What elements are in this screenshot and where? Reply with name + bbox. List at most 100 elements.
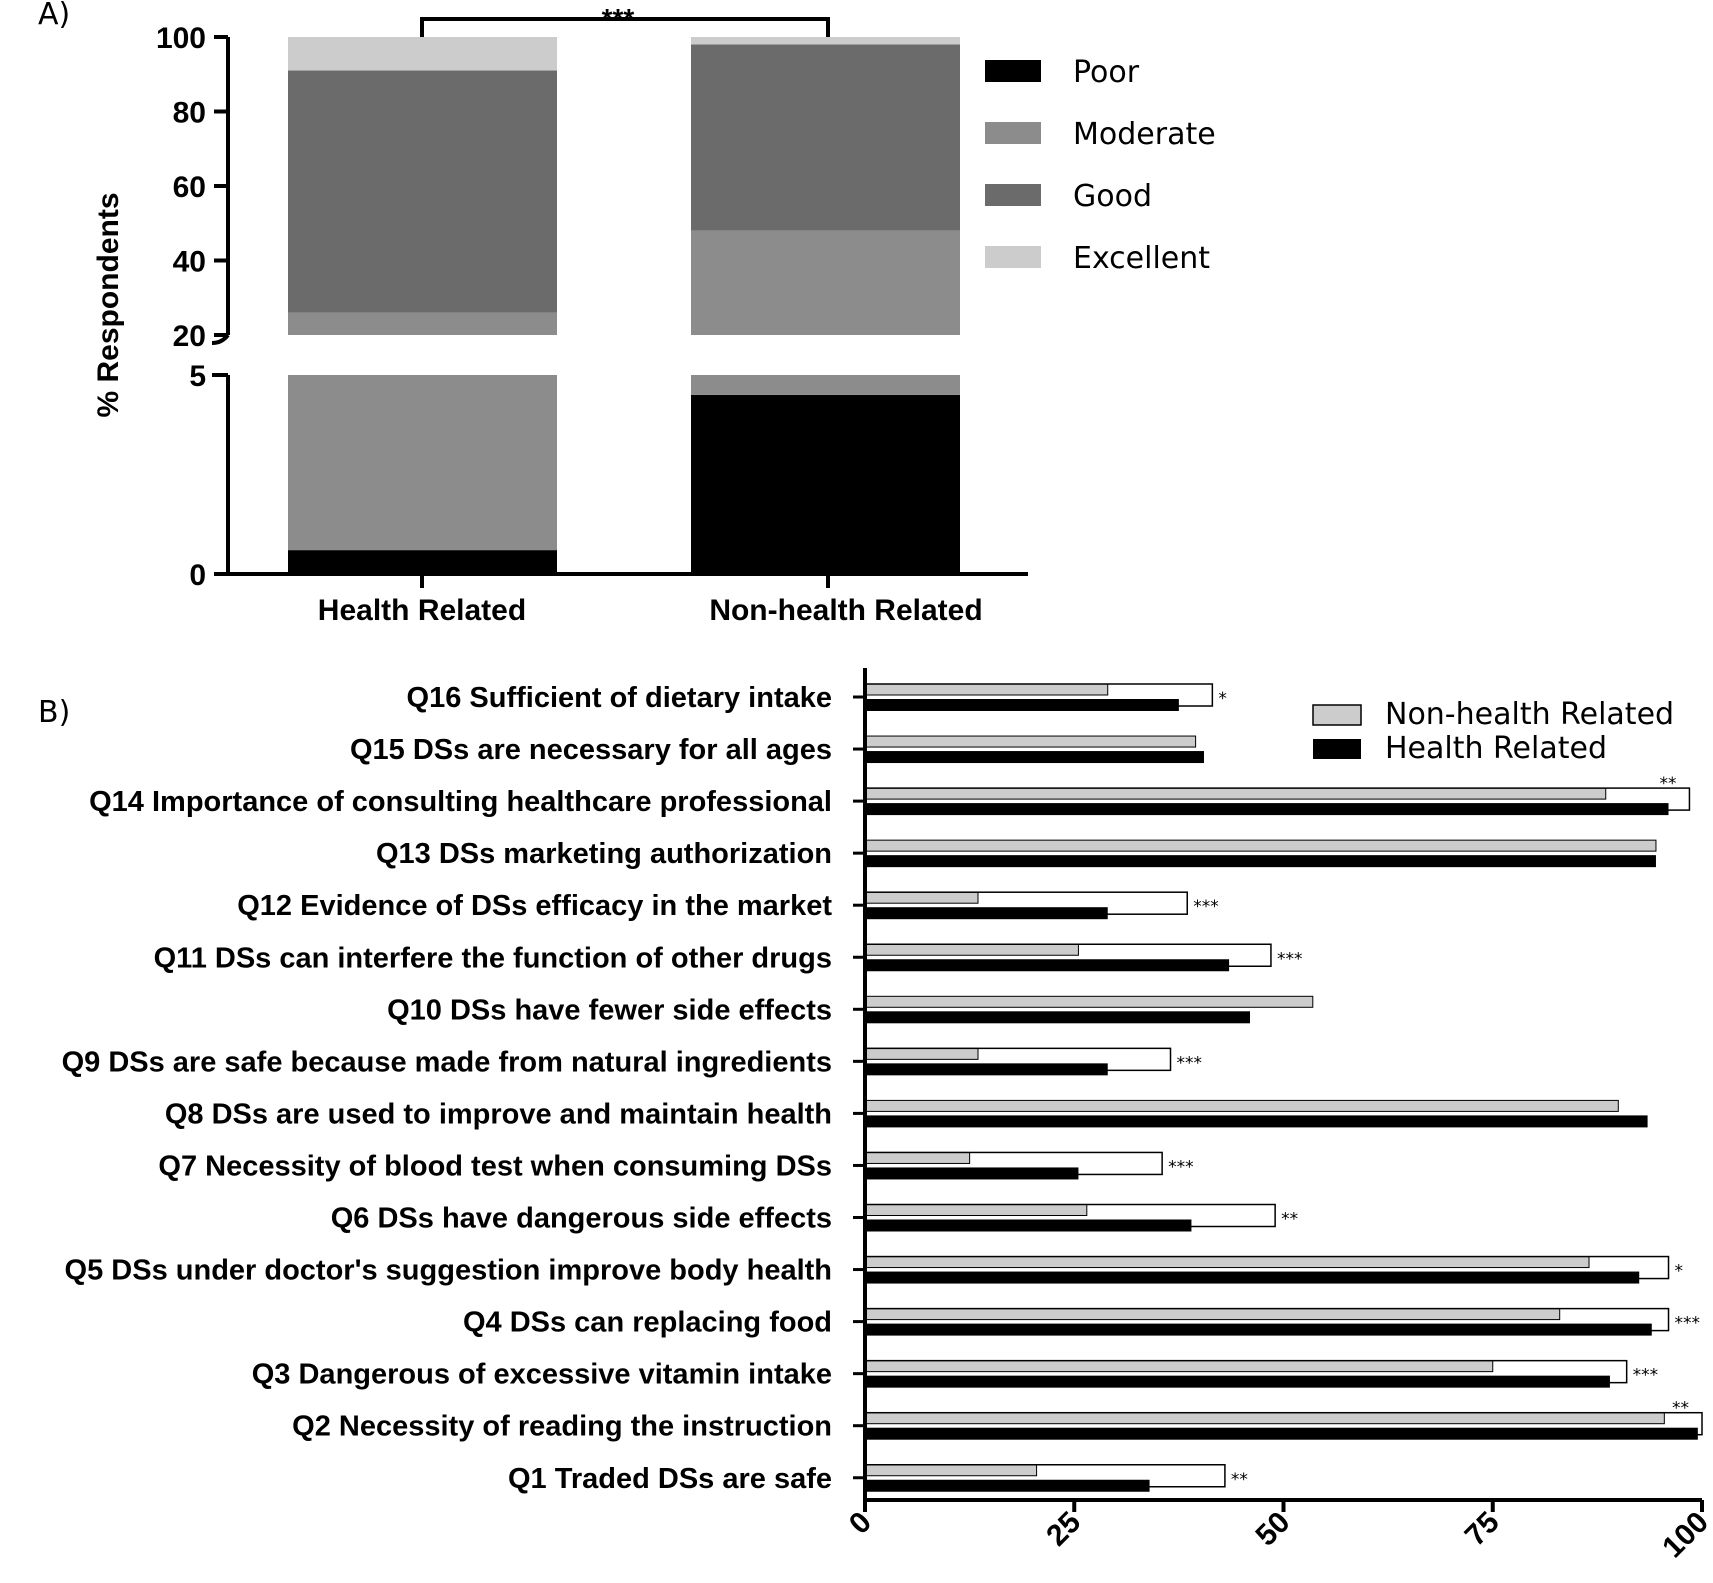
panel-a-chart: 20 40 60 80 100 0 5 % Respondents Health Relat… xyxy=(92,3,1216,627)
bar-health-related xyxy=(865,1427,1698,1440)
bar-health-related xyxy=(865,699,1179,711)
bar-non-health-related xyxy=(864,839,1657,852)
significance-marker: * xyxy=(1675,1262,1684,1282)
panel-a-letter: A) xyxy=(38,0,70,32)
question-label: Q2 Necessity of reading the instruction xyxy=(292,1411,832,1443)
bar-segment-moderate xyxy=(691,230,960,335)
bar-segment-moderate xyxy=(288,312,557,335)
significance-marker: *** xyxy=(1277,949,1303,969)
legend-swatch-moderate xyxy=(985,122,1041,144)
x-tick-label: 0 xyxy=(843,1506,878,1541)
legend-swatch-excellent xyxy=(985,246,1041,268)
question-label: Q1 Traded DSs are safe xyxy=(508,1463,832,1495)
y-tick-label: 100 xyxy=(156,22,206,55)
bar-non-health-related xyxy=(864,735,1197,748)
bar-health-related xyxy=(865,907,1108,920)
legend-swatch-health-related xyxy=(1313,739,1361,759)
question-label: Q5 DSs under doctor's suggestion improve… xyxy=(65,1255,832,1287)
legend-label: Good xyxy=(1073,179,1152,214)
question-label: Q12 Evidence of DSs efficacy in the mark… xyxy=(237,890,832,922)
bar-health-related xyxy=(865,1167,1079,1180)
significance-marker: * xyxy=(1218,689,1227,709)
significance-marker: ** xyxy=(1659,774,1676,794)
bar-health-related xyxy=(865,1479,1150,1492)
question-label: Q14 Importance of consulting healthcare … xyxy=(89,786,832,818)
x-tick-label: 25 xyxy=(1040,1506,1087,1553)
bar-segment-good xyxy=(288,70,557,313)
bar-health-related xyxy=(865,855,1656,868)
y-tick-label: 5 xyxy=(189,360,206,393)
x-tick-label: 100 xyxy=(1656,1506,1713,1565)
question-label: Q8 DSs are used to improve and maintain … xyxy=(165,1098,832,1130)
y-tick-label: 60 xyxy=(173,171,206,204)
y-tick-label: 0 xyxy=(189,559,206,592)
significance-marker: *** xyxy=(1177,1053,1203,1073)
panel-b-letter: B) xyxy=(38,695,70,730)
bar-non-health-related xyxy=(864,995,1314,1008)
panel-a-significance: *** xyxy=(602,3,635,34)
legend-label: Health Related xyxy=(1385,731,1607,766)
bar-segment-poor xyxy=(288,550,557,574)
question-label: Q10 DSs have fewer side effects xyxy=(387,994,832,1026)
significance-marker: *** xyxy=(1675,1314,1701,1334)
bar-non-health-related xyxy=(864,1256,1590,1269)
bar-health-related xyxy=(865,1011,1251,1024)
bar-non-health-related xyxy=(864,683,1109,696)
bar-segment-poor xyxy=(691,394,960,574)
question-label: Q13 DSs marketing authorization xyxy=(376,838,832,870)
bar-non-health-related xyxy=(864,1047,979,1060)
significance-marker: *** xyxy=(1168,1157,1194,1177)
legend-label: Poor xyxy=(1073,55,1140,90)
bar-health-related xyxy=(865,1323,1652,1336)
question-label: Q3 Dangerous of excessive vitamin intake xyxy=(252,1359,832,1391)
bar-non-health-related xyxy=(864,1151,971,1164)
significance-marker: *** xyxy=(1633,1366,1659,1386)
bar-non-health-related xyxy=(864,891,979,904)
legend-swatch-poor xyxy=(985,60,1041,82)
legend-swatch-good xyxy=(985,184,1041,206)
legend-label: Non-health Related xyxy=(1385,697,1674,732)
bar-non-health-related xyxy=(864,943,1079,956)
x-tick-label: 75 xyxy=(1459,1506,1506,1553)
bar-segment-excellent xyxy=(288,37,557,71)
panel-b-chart: 0 25 50 75 100 Q16 Sufficient of dietary int… xyxy=(62,668,1713,1564)
x-tick-label: 50 xyxy=(1250,1506,1297,1553)
question-label: Q4 DSs can replacing food xyxy=(463,1307,832,1339)
bar-segment-moderate xyxy=(288,375,557,551)
bar-non-health-related xyxy=(864,1099,1619,1112)
y-tick-label: 20 xyxy=(173,320,206,353)
legend-swatch-non-health-related xyxy=(1312,704,1362,726)
legend-label: Excellent xyxy=(1073,241,1210,276)
question-label: Q11 DSs can interfere the function of ot… xyxy=(154,942,832,974)
question-label: Q15 DSs are necessary for all ages xyxy=(350,734,832,766)
significance-marker: *** xyxy=(1193,897,1219,917)
bar-health-related xyxy=(865,1219,1192,1232)
bar-health-related xyxy=(865,1063,1108,1076)
bar-non-health-related xyxy=(864,1360,1494,1373)
bar-segment-moderate xyxy=(691,375,960,395)
significance-bracket xyxy=(420,17,830,37)
question-label: Q16 Sufficient of dietary intake xyxy=(407,682,832,714)
panel-a-category-label: Non-health Related xyxy=(709,594,982,627)
panel-a-category-label: Health Related xyxy=(318,594,526,627)
significance-marker: ** xyxy=(1281,1210,1298,1230)
bar-non-health-related xyxy=(864,1204,1088,1216)
bar-non-health-related xyxy=(864,787,1607,800)
question-label: Q7 Necessity of blood test when consumin… xyxy=(158,1150,832,1182)
bar-health-related xyxy=(865,959,1230,972)
bar-health-related xyxy=(865,751,1204,764)
significance-marker: ** xyxy=(1231,1470,1248,1490)
y-tick-label: 80 xyxy=(173,97,206,130)
bar-health-related xyxy=(865,803,1669,816)
bar-segment-excellent xyxy=(691,37,960,45)
bar-segment-good xyxy=(691,44,960,231)
bar-health-related xyxy=(865,1271,1640,1284)
question-label: Q9 DSs are safe because made from natura… xyxy=(62,1046,832,1078)
significance-marker: ** xyxy=(1672,1399,1689,1419)
y-tick-label: 40 xyxy=(173,246,206,279)
bar-non-health-related xyxy=(864,1308,1561,1321)
panel-a-y-axis-title: % Respondents xyxy=(92,192,125,417)
bar-non-health-related xyxy=(864,1464,1038,1477)
bar-health-related xyxy=(865,1115,1648,1128)
